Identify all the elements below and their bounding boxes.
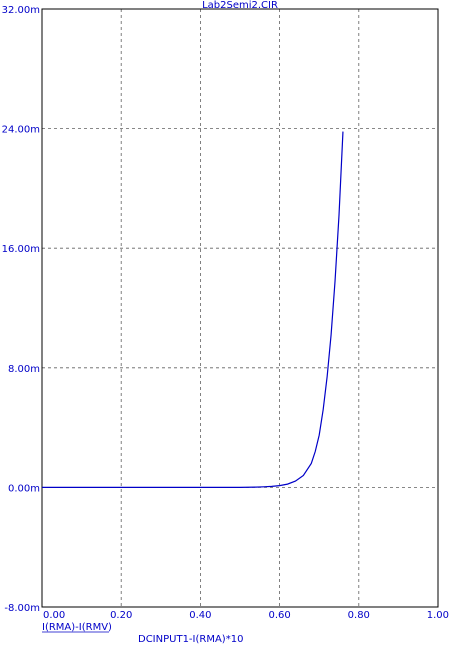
y-axis-tick-labels: -8.00m 0.00m 8.00m 16.00m 24.00m 32.00m	[2, 5, 40, 614]
grid-lines	[42, 9, 438, 607]
y-tick-label: 0.00m	[8, 483, 40, 494]
y-tick-label: -8.00m	[4, 603, 40, 614]
plot-area-frame	[41, 8, 439, 608]
y-axis-label: I(RMA)-I(RMV)	[42, 622, 112, 633]
y-tick-label: 24.00m	[2, 125, 40, 136]
x-tick-label: 0.40	[189, 610, 211, 621]
y-tick-label: 8.00m	[8, 364, 40, 375]
x-tick-label: 1.00	[427, 610, 449, 621]
series-line	[42, 131, 344, 488]
x-tick-label: 0.80	[348, 610, 370, 621]
y-tick-label: 16.00m	[2, 244, 40, 255]
x-tick-label: 0.60	[268, 610, 290, 621]
chart-title: Lab2Semi2.CIR	[202, 0, 278, 11]
x-tick-label: 0.00	[43, 610, 65, 621]
y-tick-label: 32.00m	[2, 5, 40, 16]
x-tick-label: 0.20	[110, 610, 132, 621]
x-axis-tick-labels: 0.00 0.20 0.40 0.60 0.80 1.00	[43, 610, 449, 621]
x-axis-label: DCINPUT1-I(RMA)*10	[138, 634, 243, 645]
